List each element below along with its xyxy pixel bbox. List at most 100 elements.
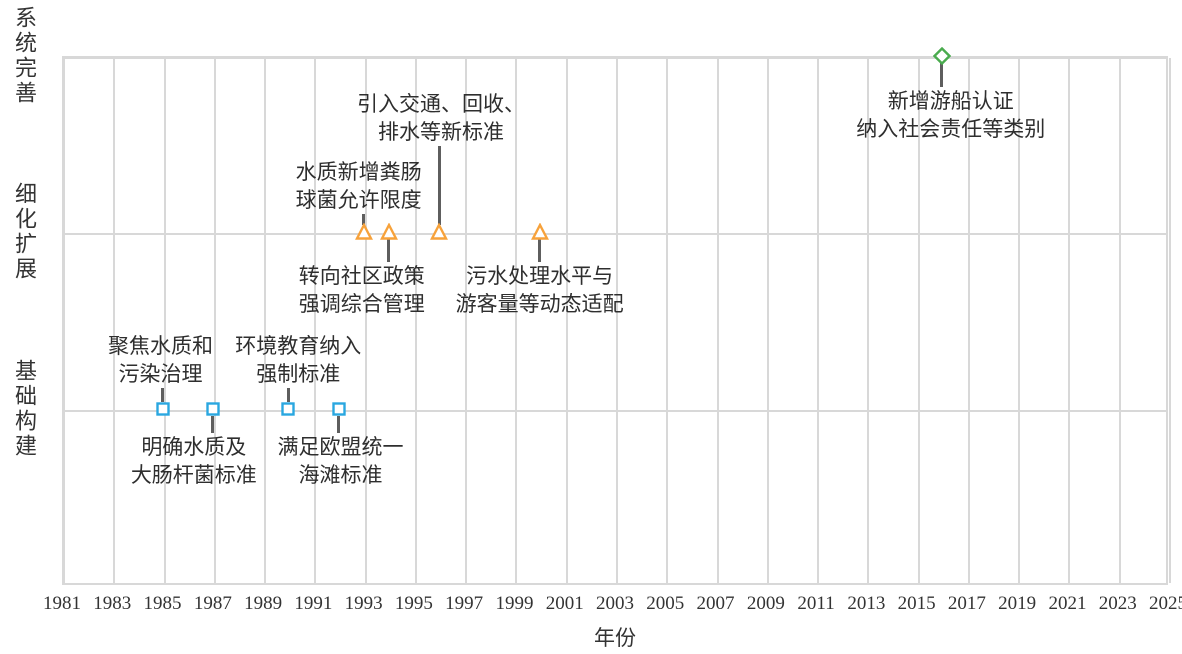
x-axis-title: 年份	[594, 626, 636, 650]
gridline-horizontal-1	[64, 409, 1166, 412]
gridline-vertical-1999	[515, 58, 518, 583]
gridline-vertical-2007	[716, 58, 719, 583]
x-tick-1999: 1999	[495, 593, 534, 614]
annotation-2000: 污水处理水平与 游客量等动态适配	[420, 262, 660, 318]
marker-diamond-2016	[932, 46, 951, 66]
gridline-vertical-2023	[1118, 58, 1121, 583]
stem-1985	[161, 387, 165, 402]
plot-area	[62, 56, 1171, 585]
annotation-1987-line-2: 大肠杆菌标准	[130, 462, 257, 487]
y-axis-label-1: 基础构建	[12, 358, 37, 459]
marker-triangle-1993	[354, 222, 373, 241]
marker-triangle-2000	[530, 222, 549, 241]
annotation-1993-line-2: 球菌允许限度	[295, 188, 422, 213]
stem-1996	[437, 146, 441, 226]
stem-2000	[538, 239, 542, 263]
x-tick-2013: 2013	[847, 593, 886, 614]
annotation-2016-line-1: 新增游船认证	[887, 89, 1014, 113]
stem-1987	[211, 415, 215, 433]
annotation-1994-line-1: 转向社区政策	[298, 264, 425, 289]
gridline-vertical-2011	[817, 58, 820, 583]
stem-1993	[362, 214, 366, 226]
annotation-1996: 引入交通、回收、 排水等新标准	[321, 90, 561, 146]
x-tick-2023: 2023	[1098, 593, 1137, 614]
x-tick-2015: 2015	[897, 593, 936, 614]
annotation-1987-line-1: 明确水质及	[141, 434, 247, 459]
y-axis-label-2: 细化扩展	[12, 182, 37, 283]
marker-square-1990	[279, 400, 297, 418]
annotation-1985-line-1: 聚焦水质和	[108, 333, 214, 358]
annotation-1985: 聚焦水质和 污染治理	[41, 332, 281, 388]
x-tick-2025: 2025	[1149, 593, 1182, 614]
marker-square-1985	[154, 400, 172, 418]
gridline-vertical-1981	[63, 58, 65, 583]
marker-square-1992	[330, 400, 348, 418]
gridline-vertical-1997	[465, 58, 468, 583]
gridline-vertical-2005	[666, 58, 669, 583]
x-tick-1989: 1989	[244, 593, 283, 614]
annotation-1993: 水质新增粪肠 球菌允许限度	[239, 158, 479, 214]
stem-2016	[940, 63, 944, 87]
annotation-1994-line-2: 强调综合管理	[298, 292, 425, 317]
gridline-horizontal-3	[64, 57, 1166, 59]
x-tick-2007: 2007	[696, 593, 735, 614]
x-tick-2003: 2003	[596, 593, 634, 614]
x-tick-1981: 1981	[43, 593, 81, 614]
gridline-vertical-1985	[163, 58, 166, 583]
annotation-1993-line-1: 水质新增粪肠	[295, 160, 422, 185]
annotation-1996-line-1: 引入交通、回收、	[357, 92, 526, 117]
annotation-1987: 明确水质及大肠杆菌标准	[74, 433, 314, 489]
gridline-vertical-2019	[1018, 58, 1021, 583]
annotation-1990-line-1: 环境教育纳入	[235, 333, 362, 358]
gridline-vertical-2025	[1169, 58, 1171, 583]
gridline-vertical-1991	[314, 58, 317, 583]
x-tick-2011: 2011	[797, 593, 835, 614]
gridline-vertical-1995	[414, 58, 417, 583]
x-tick-1985: 1985	[143, 593, 182, 614]
x-tick-2019: 2019	[998, 593, 1037, 614]
gridline-horizontal-2	[64, 233, 1166, 236]
annotation-2000-line-1: 污水处理水平与	[466, 264, 614, 289]
y-axis-label-3: 系统完善	[12, 6, 37, 106]
annotation-2016-line-2: 纳入社会责任等类别	[856, 117, 1046, 141]
annotation-2000-line-2: 游客量等动态适配	[455, 292, 624, 317]
gridline-vertical-2017	[967, 58, 970, 583]
annotation-2016: 新增游船认证纳入社会责任等类别	[831, 87, 1071, 143]
gridline-vertical-1993	[364, 58, 367, 583]
x-tick-1995: 1995	[394, 593, 433, 614]
x-tick-1983: 1983	[93, 593, 132, 614]
annotation-1992: 满足欧盟统一 海滩标准	[221, 433, 461, 489]
x-tick-2009: 2009	[746, 593, 785, 614]
annotation-1990-line-2: 强制标准	[256, 361, 341, 386]
annotation-1992-line-1: 满足欧盟统一	[277, 434, 404, 459]
gridline-vertical-2003	[616, 58, 618, 583]
gridline-vertical-2009	[766, 58, 769, 583]
marker-square-1987	[204, 400, 222, 418]
stem-1992	[337, 415, 340, 433]
gridline-vertical-1983	[113, 58, 116, 583]
x-tick-2021: 2021	[1048, 593, 1087, 614]
annotation-1990: 环境教育纳入 强制标准	[178, 332, 418, 388]
x-tick-1997: 1997	[445, 593, 484, 614]
x-tick-1987: 1987	[193, 593, 232, 614]
gridline-vertical-1987	[213, 58, 216, 583]
annotation-1985-line-2: 污染治理	[118, 361, 203, 386]
stem-1994	[387, 239, 391, 263]
annotation-1992-line-2: 海滩标准	[298, 462, 383, 487]
annotation-1996-line-2: 排水等新标准	[378, 120, 505, 145]
marker-triangle-1996	[430, 222, 449, 241]
x-tick-1993: 1993	[344, 593, 383, 614]
gridline-vertical-2015	[917, 58, 920, 583]
stem-1990	[286, 387, 290, 402]
gridline-vertical-2013	[867, 58, 870, 583]
x-tick-2017: 2017	[947, 593, 986, 614]
gridline-vertical-1989	[264, 58, 267, 583]
gridline-vertical-2021	[1068, 58, 1071, 583]
x-tick-2001: 2001	[545, 593, 584, 614]
gridline-vertical-2001	[565, 58, 568, 583]
x-tick-1991: 1991	[294, 593, 333, 614]
marker-triangle-1994	[379, 222, 398, 241]
annotation-1994: 转向社区政策 强调综合管理	[242, 262, 482, 318]
x-tick-2005: 2005	[646, 593, 685, 614]
